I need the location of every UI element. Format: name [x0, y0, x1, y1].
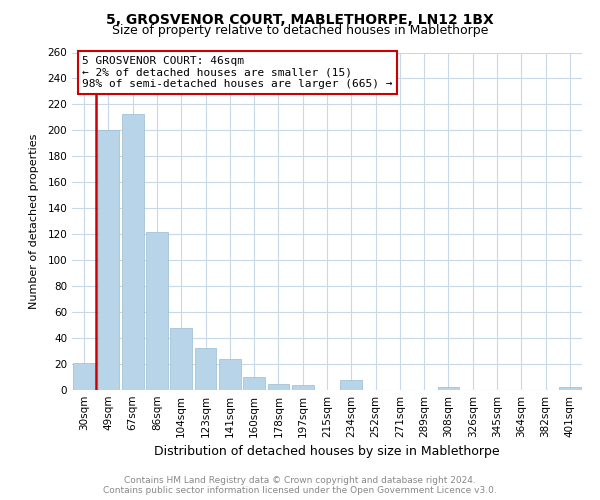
Bar	[97, 130, 119, 390]
Bar	[194, 348, 217, 390]
Bar	[170, 328, 192, 390]
Text: Size of property relative to detached houses in Mablethorpe: Size of property relative to detached ho…	[112, 24, 488, 37]
Text: 5 GROSVENOR COURT: 46sqm
← 2% of detached houses are smaller (15)
98% of semi-de: 5 GROSVENOR COURT: 46sqm ← 2% of detache…	[82, 56, 392, 89]
Bar	[268, 384, 289, 390]
Y-axis label: Number of detached properties: Number of detached properties	[29, 134, 39, 309]
Text: 5, GROSVENOR COURT, MABLETHORPE, LN12 1BX: 5, GROSVENOR COURT, MABLETHORPE, LN12 1B…	[106, 12, 494, 26]
Bar	[243, 377, 265, 390]
Bar	[437, 388, 460, 390]
Bar	[292, 385, 314, 390]
Bar	[340, 380, 362, 390]
Bar	[146, 232, 168, 390]
Bar	[73, 362, 95, 390]
Bar	[559, 388, 581, 390]
Bar	[122, 114, 143, 390]
Text: Contains HM Land Registry data © Crown copyright and database right 2024.: Contains HM Land Registry data © Crown c…	[124, 476, 476, 485]
Text: Contains public sector information licensed under the Open Government Licence v3: Contains public sector information licen…	[103, 486, 497, 495]
Bar	[219, 359, 241, 390]
X-axis label: Distribution of detached houses by size in Mablethorpe: Distribution of detached houses by size …	[154, 446, 500, 458]
